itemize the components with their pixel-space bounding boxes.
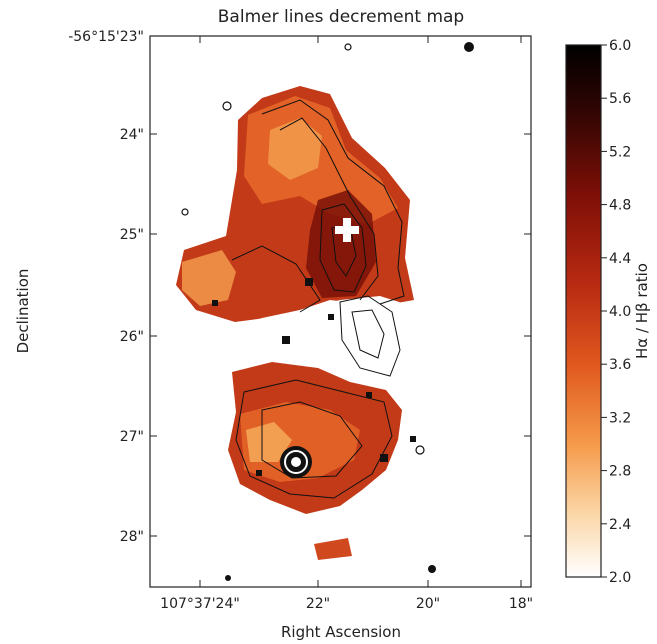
decrement-map <box>176 42 474 581</box>
colorbar-tick-label: 2.4 <box>609 517 631 533</box>
isolated-sources <box>181 42 474 581</box>
y-axis-ticks: -56°15'23" 24" 25" 26" 27" 28" <box>68 29 531 545</box>
upper-lobe-light-patch <box>268 118 322 180</box>
colorbar-tick-label: 4.4 <box>609 251 631 267</box>
y-tick-label: 28" <box>120 529 144 545</box>
contour-lines <box>231 99 405 499</box>
x-tick-label: 18" <box>509 596 533 612</box>
y-tick-label: 26" <box>120 329 144 345</box>
colorbar-tick-label: 4.8 <box>609 198 631 214</box>
colorbar-tick-label: 4.0 <box>609 304 631 320</box>
colorbar-tick-label: 6.0 <box>609 38 631 54</box>
colorbar-tick-label: 5.6 <box>609 91 631 107</box>
colorbar-tick-label: 3.2 <box>609 410 631 426</box>
left-arm-light <box>182 250 236 306</box>
x-tick-label: 22" <box>306 596 330 612</box>
y-tick-label: -56°15'23" <box>68 29 144 45</box>
x-axis-label: Right Ascension <box>281 623 401 641</box>
y-axis-label: Declination <box>14 269 32 354</box>
lower-lobe-light-patch <box>246 422 292 462</box>
central-gap <box>236 296 418 388</box>
dark-pixels <box>212 278 416 476</box>
x-tick-label: 107°37'24" <box>160 596 240 612</box>
compact-knot <box>280 446 312 478</box>
colorbar-ticks: 2.0 2.4 2.8 3.2 3.6 4.0 4.4 4.8 5.2 5.6 6.0 <box>601 38 631 586</box>
y-tick-label: 27" <box>120 429 144 445</box>
chart-title: Balmer lines decrement map <box>218 7 464 27</box>
y-tick-label: 25" <box>120 227 144 243</box>
colorbar-tick-label: 5.2 <box>609 144 631 160</box>
white-cross-marker <box>335 218 359 242</box>
bottom-tail <box>314 538 352 560</box>
x-axis-ticks: 107°37'24" 22" 20" 18" <box>160 36 533 612</box>
upper-lobe-dark-core <box>306 190 376 298</box>
colorbar-tick-label: 3.6 <box>609 357 631 373</box>
colorbar-tick-label: 2.8 <box>609 464 631 480</box>
colorbar <box>565 44 602 578</box>
colorbar-label: Hα / Hβ ratio <box>633 263 651 359</box>
y-tick-label: 24" <box>120 127 144 143</box>
colorbar-tick-label: 2.0 <box>609 570 631 586</box>
x-tick-label: 20" <box>416 596 440 612</box>
